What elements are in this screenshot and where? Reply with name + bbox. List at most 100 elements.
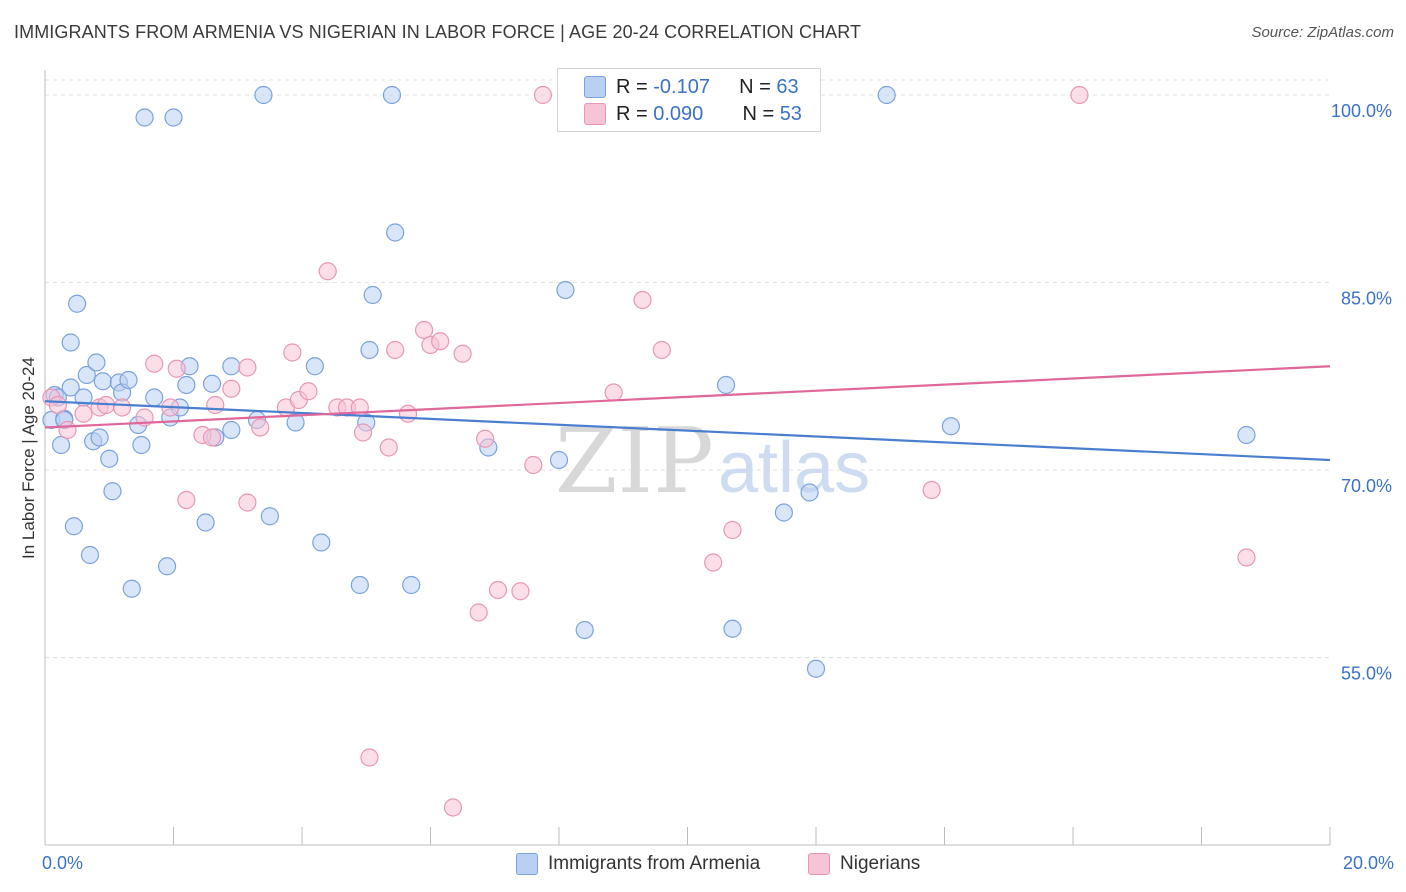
point-armenia: [145, 388, 164, 407]
point-armenia: [80, 545, 100, 565]
point-nigerians: [379, 438, 398, 457]
point-nigerians: [318, 262, 337, 281]
point-nigerians: [652, 340, 671, 360]
y-tick-label: 85.0%: [1341, 289, 1392, 309]
legend-swatch-pink: [584, 103, 606, 125]
point-armenia: [61, 333, 80, 352]
point-armenia: [575, 620, 594, 640]
legend-r-label: R =: [616, 102, 654, 125]
chart-title: IMMIGRANTS FROM ARMENIA VS NIGERIAN IN L…: [14, 22, 862, 42]
point-armenia: [77, 365, 96, 385]
point-nigerians: [398, 404, 418, 423]
point-nigerians: [386, 340, 405, 360]
point-armenia: [254, 85, 273, 105]
point-armenia: [87, 353, 106, 372]
x-tick-label: 0.0%: [42, 853, 83, 873]
legend-n-value: 53: [779, 102, 802, 125]
bottom-legend-swatch-pink: [808, 853, 830, 875]
watermark-atlas: atlas: [718, 428, 870, 508]
trend-lines: [44, 365, 1331, 462]
point-nigerians: [177, 490, 196, 510]
point-armenia: [196, 513, 215, 532]
point-nigerians: [524, 455, 543, 475]
point-nigerians: [238, 358, 257, 377]
point-nigerians: [1237, 548, 1256, 567]
chart-source: Source: ZipAtlas.com: [1251, 24, 1394, 41]
trend-line-armenia: [44, 400, 1331, 462]
legend-n-label: N =: [739, 75, 777, 98]
point-nigerians: [251, 418, 270, 437]
point-nigerians: [922, 480, 941, 500]
point-armenia: [157, 557, 177, 576]
point-armenia: [723, 619, 742, 638]
point-armenia: [68, 294, 87, 313]
correlation-legend: R = -0.107 N = 63 R = 0.090 N = 53: [557, 68, 821, 132]
point-armenia: [382, 85, 402, 105]
trend-line-nigerians: [44, 365, 1331, 429]
point-nigerians: [476, 429, 495, 448]
bottom-legend-armenia: Immigrants from Armenia: [516, 852, 760, 876]
legend-r-value: -0.107: [653, 75, 710, 98]
point-armenia: [774, 503, 793, 522]
point-nigerians: [48, 395, 67, 415]
point-armenia: [806, 659, 826, 678]
point-armenia: [93, 372, 112, 391]
point-armenia: [402, 575, 421, 595]
point-armenia: [202, 374, 222, 393]
point-armenia: [61, 378, 80, 397]
legend-r-value: 0.090: [653, 102, 704, 125]
point-nigerians: [533, 85, 553, 105]
point-armenia: [90, 428, 109, 447]
point-armenia: [222, 420, 241, 440]
point-armenia: [716, 375, 736, 395]
point-nigerians: [704, 553, 723, 572]
point-armenia: [100, 449, 119, 468]
point-nigerians: [167, 359, 186, 378]
y-axis-label: In Labor Force | Age 20-24: [19, 357, 38, 559]
point-nigerians: [283, 343, 302, 362]
point-nigerians: [353, 423, 373, 442]
point-armenia: [177, 375, 196, 395]
y-tick-label: 70.0%: [1341, 476, 1392, 496]
legend-n-label: N =: [742, 102, 780, 125]
x-tick-label: 20.0%: [1343, 853, 1394, 873]
point-nigerians: [453, 344, 472, 363]
point-armenia: [135, 108, 154, 127]
point-nigerians: [431, 332, 450, 351]
point-nigerians: [202, 428, 222, 447]
watermark: ZIP atlas: [555, 409, 870, 514]
point-nigerians: [145, 354, 164, 373]
tick-labels: 55.0% 70.0% 85.0% 100.0% 0.0% 20.0%: [42, 101, 1394, 873]
point-nigerians: [414, 320, 434, 340]
point-armenia: [363, 285, 382, 305]
point-armenia: [386, 223, 405, 242]
point-armenia: [549, 450, 569, 470]
point-armenia: [132, 435, 151, 455]
legend-swatch-blue: [584, 76, 606, 98]
point-nigerians: [74, 404, 93, 423]
y-tick-label: 55.0%: [1341, 664, 1392, 684]
point-armenia: [260, 507, 279, 526]
axes: [44, 70, 1331, 846]
point-nigerians: [222, 379, 241, 398]
point-armenia: [350, 575, 369, 595]
point-nigerians: [360, 748, 379, 767]
point-armenia: [222, 357, 241, 376]
point-nigerians: [604, 383, 623, 402]
bottom-legend-nigerians: Nigerians: [808, 852, 920, 876]
point-armenia: [1237, 425, 1256, 445]
point-nigerians: [633, 290, 652, 310]
point-nigerians: [1070, 85, 1089, 105]
point-armenia: [64, 517, 84, 536]
point-nigerians: [443, 798, 463, 817]
point-nigerians: [58, 420, 77, 440]
point-armenia: [122, 579, 141, 598]
y-tick-label: 100.0%: [1331, 101, 1392, 121]
point-armenia: [305, 357, 324, 376]
point-armenia: [164, 108, 183, 127]
point-armenia: [941, 417, 961, 436]
point-armenia: [286, 413, 305, 432]
point-armenia: [51, 435, 71, 455]
point-nigerians: [488, 580, 508, 600]
